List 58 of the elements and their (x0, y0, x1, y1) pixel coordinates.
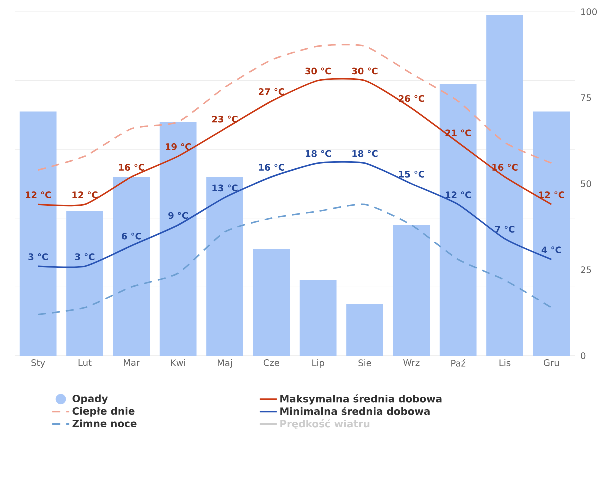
data-label: 12 °C (72, 192, 98, 198)
data-label: 30 °C (306, 68, 332, 75)
bar (440, 84, 477, 356)
bar (533, 112, 570, 356)
data-label: 16 °C (259, 164, 284, 171)
x-tick-label: Sty (32, 360, 46, 368)
data-label: 6 °C (122, 232, 142, 240)
data-label: 19 °C (166, 143, 192, 150)
y2-tick-label: 25 (581, 266, 592, 274)
data-label: 13 °C (212, 184, 238, 192)
bar (253, 249, 290, 356)
data-label: 27 °C (259, 88, 284, 96)
data-label: 4 °C (542, 246, 562, 254)
x-tick-label: Paź (452, 360, 466, 367)
data-label: 12 °C (539, 192, 564, 198)
x-tick-label: Wrz (404, 360, 420, 366)
bar (206, 177, 244, 356)
data-label: 12 °C (26, 192, 52, 198)
data-label: 15 °C (399, 170, 424, 178)
x-tick-label: Kwi (171, 360, 186, 366)
bar (20, 112, 57, 356)
x-tick-label: Maj (218, 360, 232, 368)
x-tick-label: Gru (544, 360, 560, 366)
data-label: 16 °C (492, 164, 518, 171)
bar (346, 304, 384, 356)
legend-label: Ciepłe dnie (72, 407, 135, 417)
data-label: 21 °C (446, 130, 472, 137)
legend-label: Zimne noce (72, 420, 137, 428)
bar (160, 122, 197, 356)
data-label: 12 °C (446, 192, 472, 198)
data-label: 23 °C (212, 116, 238, 123)
data-label: 16 °C (119, 164, 144, 171)
bar (300, 280, 337, 356)
data-label: 7 °C (495, 226, 515, 233)
x-tick-label: Cze (264, 360, 280, 366)
bar (113, 177, 150, 356)
x-tick-label: Mar (124, 360, 140, 366)
data-label: 3 °C (75, 254, 95, 260)
bar (393, 225, 430, 356)
data-label: 26 °C (399, 95, 424, 102)
legend-label: Maksymalna średnia dobowa (280, 394, 442, 405)
x-tick-label: Sie (358, 360, 372, 366)
legend-label: Opady (72, 394, 108, 405)
data-label: 3 °C (28, 254, 48, 260)
x-tick-label: Lip (312, 360, 324, 368)
data-label: 9 °C (168, 212, 188, 220)
data-label: 18 °C (306, 150, 332, 158)
y2-tick-label: 100 (582, 8, 598, 16)
bar (66, 212, 104, 356)
x-tick-label: Lis (500, 360, 511, 366)
data-label: 30 °C (352, 68, 378, 75)
y2-tick-label: 0 (581, 352, 586, 360)
x-tick-label: Lut (78, 360, 92, 366)
y2-tick-label: 75 (581, 94, 592, 102)
legend-label: Minimalna średnia dobowa (280, 407, 430, 416)
bar (486, 15, 524, 356)
y2-tick-label: 50 (581, 180, 592, 188)
data-label: 18 °C (352, 150, 378, 158)
